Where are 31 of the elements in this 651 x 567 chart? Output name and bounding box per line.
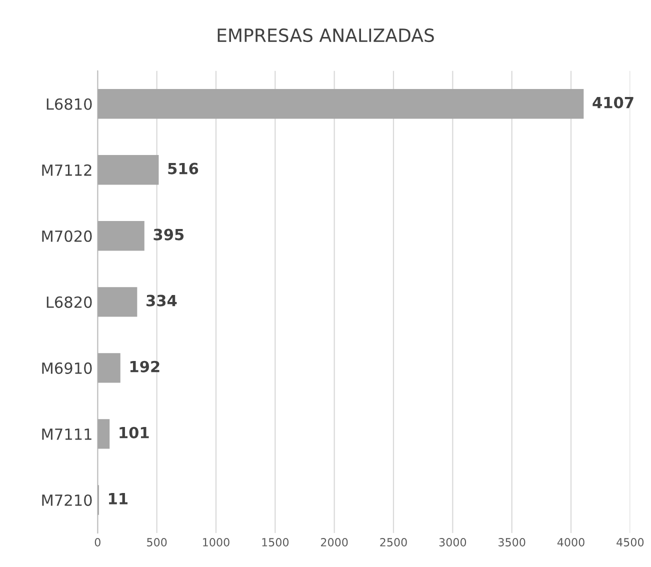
bar (98, 155, 159, 185)
data-label: 4107 (592, 96, 634, 108)
x-tick-label: 1500 (262, 538, 289, 546)
x-tick-label: 3500 (498, 538, 526, 546)
y-tick-label: M7020 (42, 230, 92, 242)
data-label: 101 (120, 426, 149, 438)
data-label: 334 (146, 294, 177, 306)
y-tick-label: L6810 (46, 98, 92, 110)
x-tick-label: 0 (94, 538, 100, 546)
x-tick-label: 2500 (380, 538, 407, 546)
data-label: 516 (168, 162, 198, 174)
x-tick-label: 500 (147, 538, 167, 546)
bar (98, 287, 138, 317)
x-tick-label: 4500 (616, 538, 644, 546)
y-tick-label: M7112 (42, 164, 92, 176)
chart-title: EMPRESAS ANALIZADAS (218, 28, 434, 42)
bar (98, 221, 144, 251)
bar (98, 353, 120, 383)
bar (98, 89, 584, 119)
y-tick-label: L6820 (46, 296, 92, 308)
data-label: 11 (109, 493, 128, 504)
x-tick-label: 1000 (203, 538, 230, 546)
y-tick-label: M6910 (42, 362, 92, 374)
data-label: 192 (130, 360, 160, 372)
x-tick-label: 3000 (439, 538, 466, 546)
x-tick-label: 2000 (321, 538, 348, 546)
data-label: 395 (154, 228, 184, 240)
y-tick-label: M7210 (42, 494, 92, 506)
bar (98, 419, 110, 449)
y-tick-label: M7111 (42, 428, 92, 440)
x-tick-label: 4000 (557, 538, 584, 546)
